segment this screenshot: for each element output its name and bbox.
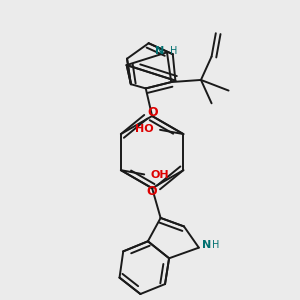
Text: O: O xyxy=(146,185,157,198)
Text: H: H xyxy=(212,240,219,250)
Text: N: N xyxy=(202,240,211,250)
Text: N: N xyxy=(154,46,164,56)
Text: HO: HO xyxy=(135,124,154,134)
Text: H: H xyxy=(170,46,178,56)
Text: OH: OH xyxy=(151,170,169,181)
Text: O: O xyxy=(147,106,158,119)
